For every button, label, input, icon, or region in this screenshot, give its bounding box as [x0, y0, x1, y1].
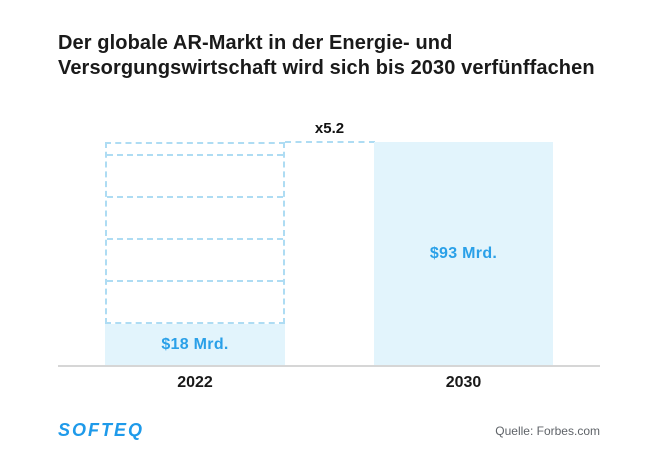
projection-ghost-outline: [105, 142, 285, 324]
bar-2022-value-label: $18 Mrd.: [161, 336, 229, 353]
bar-2030-fill: $93 Mrd.: [374, 142, 553, 366]
ghost-segment-divider: [107, 144, 283, 156]
bar-2022-fill: $18 Mrd.: [105, 324, 285, 366]
x-axis-label-2022: 2022: [177, 374, 213, 391]
page-title-line2: Versorgungswirtschaft wird sich bis 2030…: [58, 57, 595, 79]
x-axis-label-2030: 2030: [445, 374, 482, 391]
ghost-segment-divider: [107, 156, 283, 198]
bar-2022: $18 Mrd.: [105, 142, 285, 366]
source-credit: Quelle: Forbes.com: [495, 424, 600, 438]
bar-2030-value-label: $93 Mrd.: [429, 245, 498, 262]
page-title-line1: Der globale AR-Markt in der Energie- und: [58, 32, 453, 54]
page-title: Der globale AR-Markt in der Energie- und…: [58, 31, 618, 81]
x-axis-line: [58, 365, 600, 367]
softeq-logo: SOFTEQ: [58, 420, 145, 440]
growth-multiplier-label: x5.2: [314, 120, 345, 137]
ghost-segment-divider: [107, 240, 283, 282]
projection-connector-line: [285, 141, 375, 143]
ghost-segment-divider: [107, 198, 283, 240]
